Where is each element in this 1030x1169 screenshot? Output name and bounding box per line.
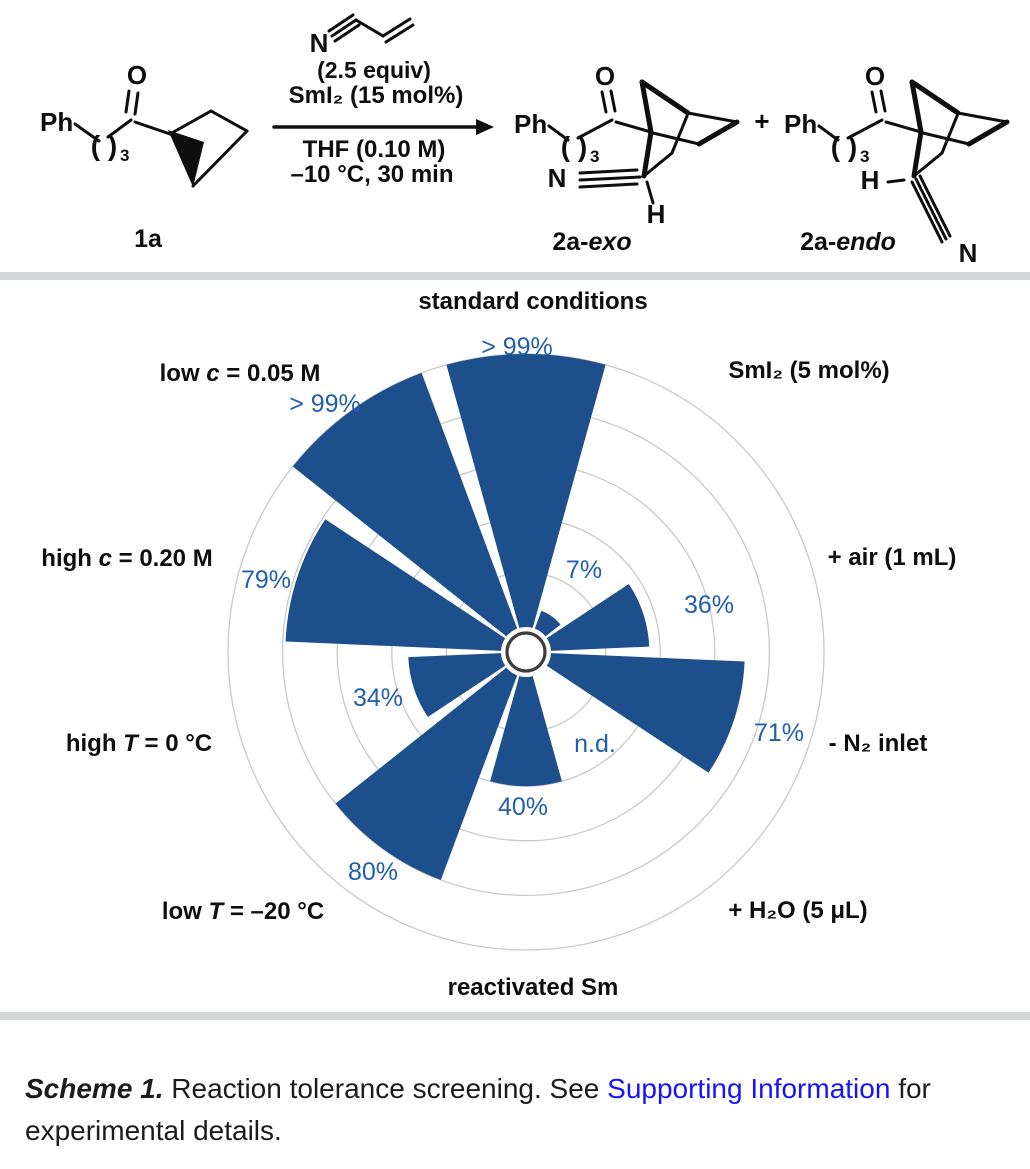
condition-label-plus-air: + air (1 mL): [828, 544, 957, 571]
condition-label-standard-conditions: standard conditions: [418, 288, 647, 315]
chart-center-ring: [505, 631, 547, 673]
condition-label-smi2-5-mol-pct: SmI₂ (5 mol%): [728, 357, 889, 384]
condition-label-high-concentration: high c = 0.20 M: [41, 545, 212, 572]
wedge-low-temperature: [335, 667, 518, 880]
wedge-plus-air: [546, 584, 650, 651]
ph-label: Ph: [784, 109, 817, 139]
tolerance-rose-chart: > 99% standard conditions 7% SmI₂ (5 mol%) 3…: [41, 288, 956, 1001]
condition-label-high-temperature: high T = 0 °C: [66, 730, 212, 757]
carbonyl-oxygen-label: O: [127, 60, 147, 90]
compound-label-2a-endo: 2a-endo: [800, 228, 896, 256]
nitrile-nitrogen-label: N: [959, 238, 978, 268]
carbonyl-oxygen-label: O: [865, 61, 885, 91]
wedge-high-concentration: [285, 519, 506, 651]
hydrogen-label: H: [861, 165, 880, 195]
value-label-low-temperature: 80%: [348, 858, 398, 886]
ph-label: Ph: [40, 107, 73, 137]
condition-label-reactivated-sm: reactivated Sm: [448, 974, 619, 1001]
temp-time-text: –10 °C, 30 min: [290, 161, 453, 188]
nitrile-nitrogen-label: N: [548, 163, 567, 193]
solvent-text: THF (0.10 M): [303, 136, 446, 163]
scheme-caption: Scheme 1. Reaction tolerance screening. …: [25, 1068, 1027, 1152]
value-label-plus-air: 36%: [684, 591, 734, 619]
section-divider-bottom: [0, 1012, 1030, 1020]
molecule-2a-endo: Ph ( ) 3 O H N 2a-endo: [784, 61, 1010, 268]
ph-label: Ph: [514, 109, 547, 139]
caption-text-before-link: Reaction tolerance screening. See: [163, 1073, 608, 1104]
value-label-no-n2-inlet: 71%: [754, 719, 804, 747]
wedge-smi2-5-mol-pct: [534, 610, 561, 637]
section-divider-top: [0, 272, 1030, 280]
value-label-standard-conditions: > 99%: [481, 333, 553, 361]
molecule-acrylonitrile: N: [310, 13, 415, 58]
value-label-plus-h2o: n.d.: [574, 730, 616, 758]
caption-text-after-link: for experimental details.: [25, 1073, 931, 1146]
plus-sign: +: [754, 106, 769, 136]
catalyst-text: SmI₂ (15 mol%): [289, 82, 464, 109]
caption-scheme-number: Scheme 1.: [25, 1073, 164, 1104]
wedge-standard-conditions: [446, 353, 606, 628]
arrowhead-icon: [476, 119, 494, 135]
carbonyl-oxygen-label: O: [595, 61, 615, 91]
value-label-smi2-5-mol-pct: 7%: [566, 556, 602, 584]
compound-label-2a-exo: 2a-exo: [552, 228, 631, 256]
reaction-conditions: (2.5 equiv) SmI₂ (15 mol%) THF (0.10 M) …: [289, 57, 464, 188]
chain-subscript-3: 3: [590, 147, 599, 166]
wedge-low-concentration: [292, 372, 518, 637]
compound-label-1a: 1a: [134, 225, 163, 253]
condition-label-low-concentration: low c = 0.05 M: [160, 360, 321, 387]
reaction-arrow: [272, 119, 494, 135]
reagent-equiv-text: (2.5 equiv): [317, 57, 431, 83]
molecule-1a: Ph ( ) 3 O 1a: [40, 60, 249, 253]
supporting-information-link[interactable]: Supporting Information: [607, 1073, 891, 1104]
value-label-high-temperature: 34%: [353, 684, 403, 712]
chain-subscript-3: 3: [120, 146, 129, 165]
condition-label-low-temperature: low T = –20 °C: [162, 898, 324, 925]
value-label-reactivated-sm: 40%: [498, 793, 548, 821]
nitrile-nitrogen-label: N: [310, 28, 329, 58]
value-label-high-concentration: 79%: [241, 566, 291, 594]
molecule-2a-exo: Ph ( ) 3 O N H 2a-exo: [514, 61, 740, 256]
hydrogen-label: H: [647, 199, 666, 229]
condition-label-plus-h2o: + H₂O (5 μL): [728, 897, 867, 924]
wedge-no-n2-inlet: [546, 653, 745, 773]
condition-label-no-n2-inlet: - N₂ inlet: [829, 730, 928, 757]
wedge-reactivated-sm: [490, 676, 562, 787]
wedge-high-temperature: [408, 653, 506, 717]
chain-subscript-3: 3: [860, 147, 869, 166]
value-label-low-concentration: > 99%: [289, 390, 361, 418]
